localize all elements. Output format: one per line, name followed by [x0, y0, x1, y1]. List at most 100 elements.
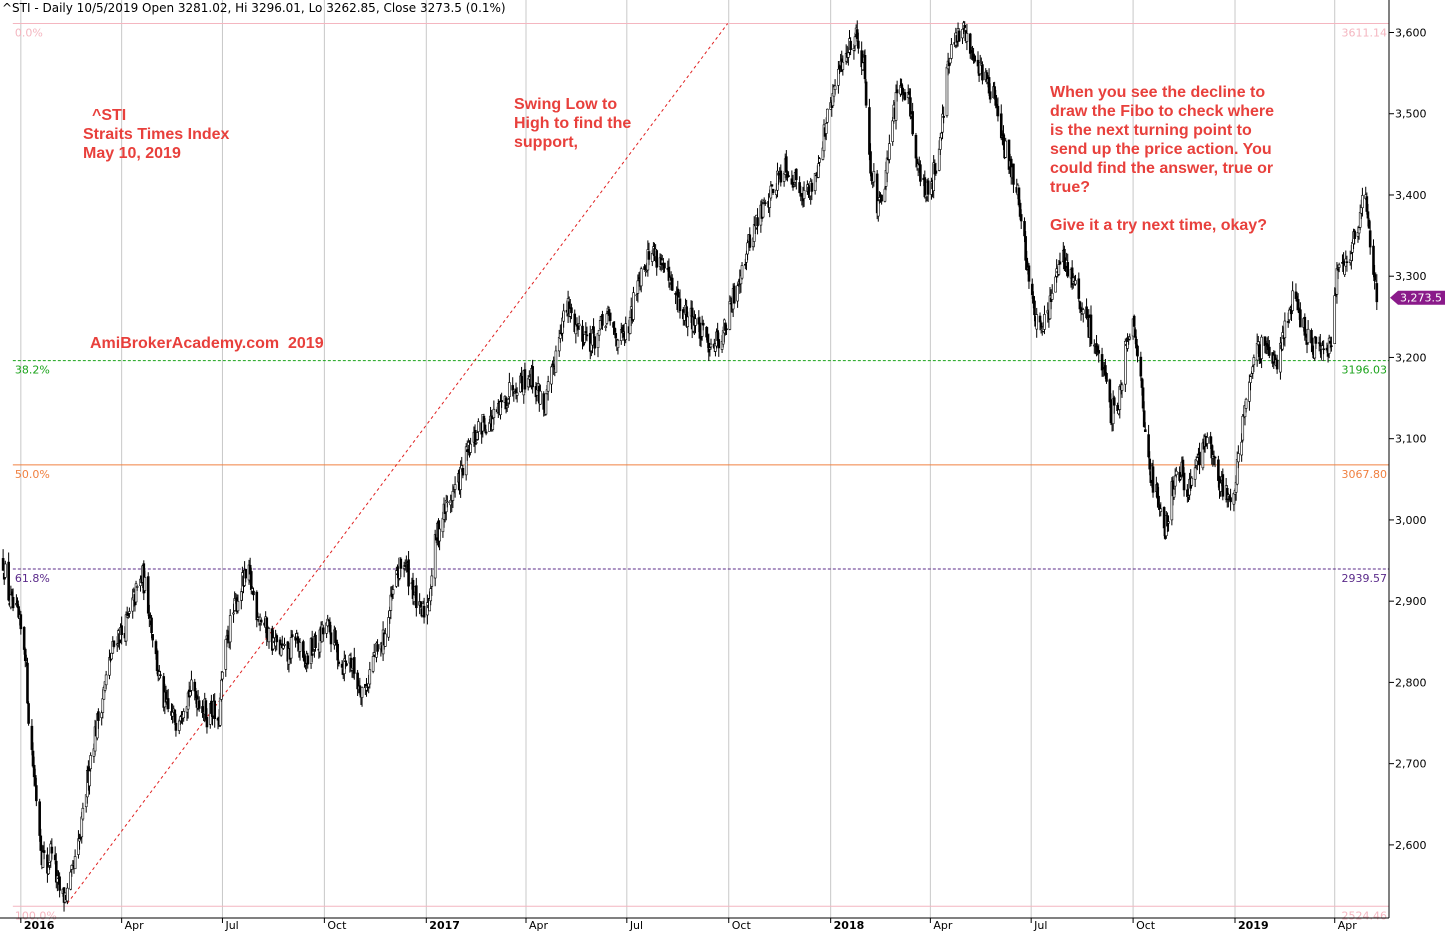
- candle: [283, 637, 286, 648]
- candle-body: [1206, 437, 1209, 444]
- candle: [78, 833, 81, 850]
- candle-body: [1345, 261, 1349, 263]
- candle-body: [1375, 283, 1379, 303]
- candle: [267, 627, 271, 649]
- fibo-level-label: 0.0%: [15, 26, 43, 39]
- candle-body: [345, 663, 348, 666]
- candle-body: [1112, 397, 1116, 406]
- price-tag-label: 3,273.5: [1400, 292, 1442, 305]
- candle: [69, 869, 72, 891]
- decline-note-line: When you see the decline to: [1050, 84, 1265, 101]
- candle: [135, 584, 139, 591]
- candle-body: [1142, 410, 1146, 427]
- fibo-level-label: 50.0%: [15, 468, 50, 481]
- decline-note-line: Give it a try next time, okay?: [1050, 217, 1267, 234]
- candle-body: [104, 674, 108, 686]
- candle-body: [795, 168, 798, 181]
- candle-body: [614, 333, 618, 339]
- candle-body: [911, 111, 914, 135]
- candle-body: [1268, 346, 1271, 356]
- candle-body: [446, 501, 449, 504]
- decline-note-line: draw the Fibo to check where: [1050, 103, 1274, 120]
- x-tick-label: Jul: [1033, 919, 1047, 932]
- candle-body: [35, 785, 38, 802]
- candle-body: [1283, 320, 1287, 339]
- candle-body: [469, 443, 472, 453]
- candle-body: [1148, 458, 1152, 470]
- candle-body: [78, 838, 81, 842]
- candle: [384, 627, 387, 647]
- candle: [1375, 274, 1379, 311]
- candle-body: [1244, 398, 1248, 409]
- candle: [1105, 372, 1108, 384]
- candle-body: [477, 421, 480, 432]
- x-tick-label: 2016: [24, 919, 55, 932]
- x-tick-label: Oct: [1136, 919, 1156, 932]
- x-tick-label: Apr: [1338, 919, 1358, 932]
- candle: [252, 587, 255, 601]
- candle-body: [1213, 456, 1217, 459]
- candle-body: [1314, 337, 1318, 344]
- candle-body: [190, 679, 193, 691]
- candle-body: [837, 68, 840, 86]
- candle: [483, 418, 487, 434]
- candle: [275, 633, 279, 651]
- candle: [608, 312, 612, 326]
- candle: [876, 200, 880, 222]
- candle: [655, 249, 659, 276]
- candle-body: [306, 655, 310, 665]
- candle-body: [89, 755, 92, 770]
- candle-body: [562, 310, 565, 322]
- candle-body: [826, 108, 829, 123]
- candle-body: [550, 366, 553, 385]
- candle: [770, 184, 774, 187]
- candle: [1174, 466, 1178, 478]
- candle-body: [756, 217, 759, 227]
- candle-body: [1190, 477, 1194, 486]
- candle: [694, 314, 697, 334]
- candle: [120, 616, 123, 645]
- candle: [746, 239, 749, 261]
- candle: [919, 160, 922, 187]
- candle: [182, 708, 185, 722]
- candle-body: [802, 190, 806, 199]
- candle: [1035, 307, 1039, 338]
- candle-body: [1275, 359, 1279, 370]
- x-tick-label: 2017: [429, 919, 460, 932]
- candle-body: [604, 326, 608, 328]
- candle: [352, 647, 356, 680]
- candle-body: [453, 484, 457, 490]
- candle-body: [1337, 264, 1341, 268]
- candle: [616, 338, 620, 355]
- candle-body: [570, 307, 573, 314]
- candle-body: [1139, 356, 1143, 377]
- candle: [329, 625, 333, 653]
- candle-body: [663, 262, 666, 269]
- y-tick-label: 3,300: [1395, 270, 1427, 283]
- candle: [451, 484, 455, 509]
- candle-body: [1030, 283, 1034, 296]
- candle-body: [942, 115, 945, 118]
- candle: [143, 570, 147, 594]
- candle: [1213, 456, 1217, 468]
- candle-body: [218, 697, 222, 726]
- decline-note-line: could find the answer, true or: [1050, 160, 1273, 177]
- candle-body: [1151, 466, 1155, 493]
- candle: [678, 289, 682, 319]
- candle: [477, 418, 480, 441]
- candle-body: [761, 203, 765, 218]
- candle-body: [996, 105, 1000, 117]
- candle: [255, 590, 259, 628]
- candle-body: [1167, 521, 1170, 524]
- candle: [632, 286, 635, 322]
- candle: [1283, 312, 1287, 347]
- candle-body: [888, 143, 891, 160]
- candle: [290, 630, 294, 638]
- candle-body: [27, 703, 30, 724]
- candle-body: [1105, 372, 1108, 382]
- x-tick-label: Jul: [629, 919, 643, 932]
- candle-body: [546, 381, 550, 392]
- chart-header: ^STI - Daily 10/5/2019 Open 3281.02, Hi …: [2, 1, 506, 15]
- candle-body: [438, 528, 441, 542]
